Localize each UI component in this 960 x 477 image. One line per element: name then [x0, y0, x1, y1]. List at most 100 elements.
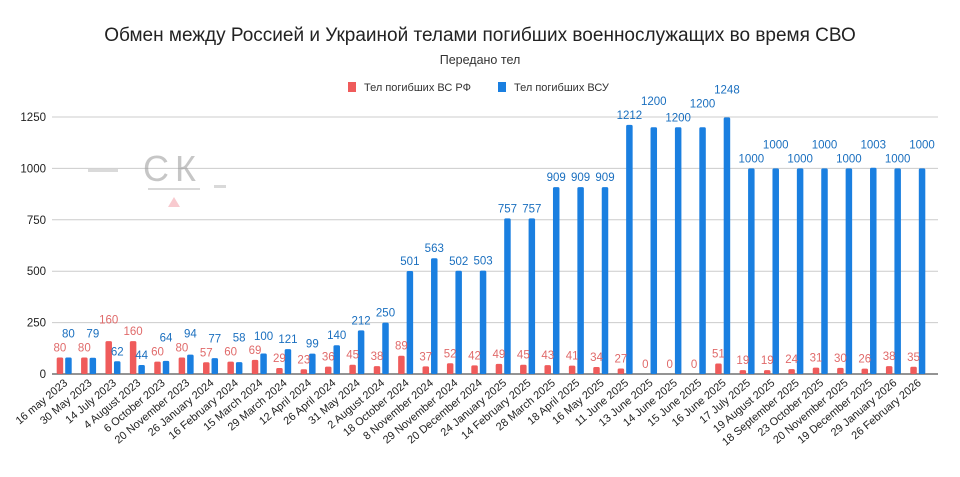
bar-rf: [203, 362, 210, 374]
legend: Тел погибших ВС РФ Тел погибших ВСУ: [348, 82, 610, 94]
bar-vsu: [626, 124, 633, 374]
data-label-vsu: 121: [278, 334, 297, 346]
data-label-vsu: 501: [400, 256, 419, 268]
data-label-rf: 19: [736, 355, 749, 367]
data-label-rf: 60: [151, 347, 164, 359]
data-label-vsu: 77: [208, 333, 221, 345]
bar-rf: [544, 365, 551, 374]
data-label-vsu: 563: [425, 243, 444, 255]
data-label-rf: 29: [273, 353, 286, 365]
bar-rf: [178, 357, 186, 374]
bar-rf: [398, 355, 405, 374]
data-label-rf: 69: [249, 345, 262, 357]
data-label-vsu: 909: [571, 172, 590, 184]
bar-vsu: [260, 353, 267, 374]
data-label-rf: 160: [124, 326, 143, 338]
data-label-rf: 0: [691, 359, 697, 371]
data-label-vsu: 1003: [860, 139, 886, 151]
bar-rf: [81, 357, 88, 374]
data-label-vsu: 1000: [739, 153, 765, 165]
data-label-vsu: 99: [306, 339, 319, 351]
chart-subtitle: Передано тел: [440, 53, 521, 67]
data-label-vsu: 1200: [665, 112, 691, 124]
data-label-rf: 41: [566, 351, 579, 363]
data-label-rf: 37: [419, 351, 432, 363]
data-label-rf: 34: [590, 352, 603, 364]
bar-vsu: [309, 353, 316, 374]
bar-vsu: [431, 258, 438, 374]
bar-rf: [617, 368, 625, 374]
data-label-rf: 89: [395, 341, 408, 353]
data-label-vsu: 79: [86, 329, 99, 341]
data-label-rf: 80: [78, 343, 91, 355]
data-label-vsu: 80: [62, 329, 75, 341]
bar-rf: [446, 363, 454, 374]
data-label-rf: 24: [785, 354, 798, 366]
bar-vsu: [504, 218, 511, 374]
data-label-vsu: 212: [352, 315, 371, 327]
y-tick-label: 1000: [20, 163, 46, 175]
data-label-rf: 36: [322, 352, 335, 364]
y-tick-label: 0: [40, 369, 46, 381]
bar-vsu: [772, 168, 779, 374]
data-label-vsu: 1000: [787, 153, 813, 165]
data-label-rf: 19: [761, 355, 774, 367]
data-label-vsu: 909: [595, 172, 614, 184]
bar-rf: [788, 369, 795, 374]
data-label-rf: 80: [175, 343, 188, 355]
legend-label-vsu: Тел погибших ВСУ: [514, 82, 610, 94]
data-label-rf: 27: [614, 353, 627, 365]
data-label-vsu: 503: [473, 256, 492, 268]
legend-swatch-rf: [348, 82, 356, 92]
bar-rf: [105, 341, 112, 374]
bar-vsu: [748, 168, 755, 374]
y-tick-label: 250: [27, 318, 46, 330]
bar-rf: [495, 363, 503, 374]
data-label-vsu: 1000: [763, 139, 789, 151]
bar-vsu: [845, 168, 853, 374]
bar-rf: [373, 366, 381, 374]
data-label-vsu: 100: [254, 331, 273, 343]
bar-vsu: [162, 360, 170, 374]
bar-vsu: [479, 270, 487, 374]
data-label-rf: 51: [712, 349, 725, 361]
bar-rf: [763, 370, 771, 374]
data-label-rf: 26: [858, 354, 871, 366]
bar-rf: [520, 364, 527, 374]
bar-rf: [910, 366, 917, 374]
data-label-rf: 38: [883, 351, 896, 363]
bar-vsu: [455, 270, 462, 374]
bar-vsu: [65, 357, 72, 374]
data-label-vsu: 757: [498, 203, 517, 215]
data-label-rf: 160: [99, 315, 118, 327]
watermark-logo: СК: [88, 148, 226, 207]
data-label-vsu: 94: [184, 329, 197, 341]
data-label-rf: 60: [224, 347, 237, 359]
bar-rf: [56, 357, 64, 374]
data-label-rf: 45: [346, 350, 359, 362]
bar-vsu: [870, 167, 877, 374]
data-label-rf: 57: [200, 347, 213, 359]
data-label-vsu: 1000: [909, 139, 935, 151]
bar-rf: [154, 361, 161, 374]
data-label-vsu: 1200: [690, 98, 716, 110]
data-label-rf: 31: [810, 353, 823, 365]
bar-rf: [568, 365, 576, 374]
data-label-vsu: 1212: [617, 110, 643, 122]
bar-vsu: [406, 270, 414, 374]
bar-vsu: [528, 218, 536, 374]
y-tick-label: 500: [27, 266, 46, 278]
bar-vsu: [601, 187, 609, 374]
bar-vsu: [650, 127, 658, 374]
data-label-rf: 52: [444, 348, 457, 360]
y-tick-label: 750: [27, 215, 46, 227]
bar-rf: [812, 367, 820, 374]
bar-rf: [227, 361, 234, 374]
data-label-rf: 0: [666, 359, 672, 371]
data-label-vsu: 44: [135, 350, 148, 362]
bar-rf: [300, 369, 308, 374]
data-label-vsu: 140: [327, 330, 346, 342]
legend-swatch-vsu: [498, 82, 506, 92]
bar-vsu: [821, 168, 828, 374]
watermark-text: СК: [143, 148, 202, 189]
